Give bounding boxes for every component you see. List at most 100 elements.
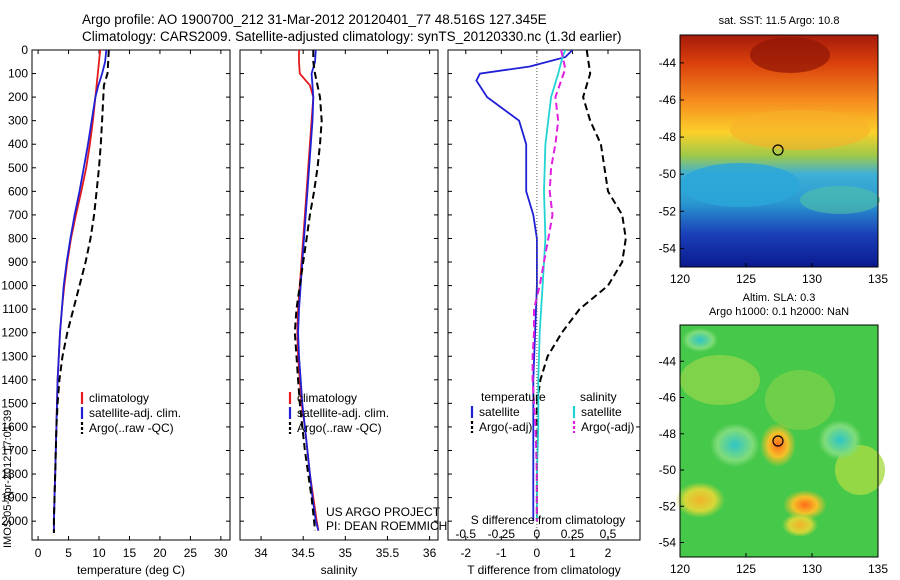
x-axis-label: T difference from climatology <box>467 563 621 577</box>
legend-label: Argo(-adj) <box>581 420 634 434</box>
imos-timestamp: IMOS 05-Apr-2012 17:01:39 <box>2 410 14 548</box>
x-tick-label: 35 <box>339 546 353 560</box>
sla-map-title: Altim. SLA: 0.3 <box>743 292 816 304</box>
x-axis-label: temperature (deg C) <box>77 563 185 577</box>
sla-map-subtitle: Argo h1000: 0.1 h2000: NaN <box>709 306 849 318</box>
x-tick-label: 20 <box>153 546 167 560</box>
y-tick-label: 900 <box>8 255 28 269</box>
legend-label: climatology <box>89 391 149 405</box>
x-tick-label: 35.5 <box>376 546 400 560</box>
title-line-2: Climatology: CARS2009. Satellite-adjuste… <box>82 29 622 44</box>
map-y-tick-label: -46 <box>659 93 677 107</box>
y-tick-label: 100 <box>8 67 28 81</box>
map-x-tick-label: 125 <box>736 272 756 286</box>
map-y-tick-label: -46 <box>659 391 677 405</box>
y-tick-label: 1700 <box>1 443 28 457</box>
x-tick-label: 5 <box>65 546 72 560</box>
y-tick-label: 1200 <box>1 326 28 340</box>
map-x-tick-label: 120 <box>670 272 690 286</box>
x-tick-label: 34.5 <box>292 546 316 560</box>
y-tick-label: 1800 <box>1 467 28 481</box>
y-tick-label: 200 <box>8 90 28 104</box>
x-tick-label: 15 <box>123 546 137 560</box>
y-tick-label: 1400 <box>1 373 28 387</box>
plot-frame <box>239 49 439 541</box>
timestamp-stamp: IMOS 05-Apr-2012 17:01:39 <box>2 410 14 548</box>
y-tick-label: 1600 <box>1 420 28 434</box>
title-line-1: Argo profile: AO 1900700_212 31-Mar-2012… <box>82 12 547 27</box>
top-x-tick-label: 0.5 <box>600 527 617 541</box>
map-y-tick-label: -44 <box>659 56 677 70</box>
top-x-tick-label: 0.25 <box>561 527 585 541</box>
y-tick-label: 700 <box>8 208 28 222</box>
legend-label: satellite-adj. clim. <box>89 406 181 420</box>
x-tick-label: 36 <box>423 546 437 560</box>
plot-frame <box>447 49 641 541</box>
y-tick-label: 0 <box>21 43 28 57</box>
sst-map-title: sat. SST: 11.5 Argo: 10.8 <box>719 15 840 27</box>
series-line-argo-raw-qc- <box>293 50 323 531</box>
y-tick-label: 1100 <box>2 302 28 316</box>
legend-label: climatology <box>297 391 357 405</box>
x-tick-label: 2 <box>605 546 612 560</box>
map-y-tick-label: -44 <box>659 354 677 368</box>
legend-title-salinity: salinity <box>580 390 617 404</box>
map-y-tick-label: -52 <box>659 499 677 513</box>
y-tick-label: 400 <box>8 137 28 151</box>
series-line-argo-adj- <box>535 50 627 522</box>
project-annotation: US ARGO PROJECT <box>326 505 441 519</box>
series-line-argo-adj- <box>531 50 567 522</box>
x-tick-label: 25 <box>184 546 198 560</box>
y-tick-label: 1000 <box>1 279 28 293</box>
map-y-tick-label: -50 <box>659 167 677 181</box>
legend-label: Argo(..raw -QC) <box>297 421 382 435</box>
legend-label: Argo(..raw -QC) <box>89 421 174 435</box>
top-x-axis-label: S difference from climatology <box>471 513 626 527</box>
series-line-satellite <box>536 50 567 522</box>
x-tick-label: 10 <box>92 546 106 560</box>
map-x-tick-label: 130 <box>802 562 822 576</box>
map-x-tick-label: 130 <box>802 272 822 286</box>
map-x-tick-label: 125 <box>736 562 756 576</box>
map-x-tick-label: 135 <box>868 272 888 286</box>
y-tick-label: 1900 <box>1 491 28 505</box>
y-tick-label: 2000 <box>1 514 28 528</box>
x-tick-label: -2 <box>460 546 471 560</box>
sla-map <box>675 324 885 558</box>
y-tick-label: 300 <box>8 114 28 128</box>
argo-location-marker <box>772 435 784 447</box>
series-line-argo-raw-qc- <box>52 50 110 533</box>
series-line-satellite-adj-clim- <box>53 50 108 533</box>
map-y-tick-label: -54 <box>659 536 677 550</box>
x-axis-label: salinity <box>321 563 358 577</box>
plot-frame <box>31 49 231 541</box>
y-tick-label: 1500 <box>1 396 28 410</box>
x-tick-label: 30 <box>214 546 228 560</box>
series-line-satellite-adj-clim- <box>297 50 320 531</box>
y-tick-label: 800 <box>8 231 28 245</box>
legend-label: Argo(-adj) <box>479 420 532 434</box>
legend-label: satellite <box>479 405 520 419</box>
map-y-tick-label: -48 <box>659 130 677 144</box>
y-tick-label: 1300 <box>1 349 28 363</box>
top-x-tick-label: -0.25 <box>488 527 516 541</box>
x-tick-label: 1 <box>569 546 576 560</box>
top-x-tick-label: 0 <box>534 527 541 541</box>
map-y-tick-label: -50 <box>659 463 677 477</box>
map-y-tick-label: -52 <box>659 204 677 218</box>
map-y-tick-label: -48 <box>659 427 677 441</box>
y-tick-label: 500 <box>8 161 28 175</box>
x-tick-label: 0 <box>534 546 541 560</box>
x-tick-label: 34 <box>254 546 268 560</box>
x-tick-label: -1 <box>496 546 507 560</box>
sst-map <box>679 34 880 268</box>
legend-title-temperature: temperature <box>481 390 546 404</box>
x-tick-label: 0 <box>35 546 42 560</box>
legend-label: satellite-adj. clim. <box>297 406 389 420</box>
map-y-tick-label: -54 <box>659 241 677 255</box>
pi-annotation: PI: DEAN ROEMMICH <box>326 519 447 533</box>
legend-label: satellite <box>581 405 622 419</box>
top-x-tick-label: -0.5 <box>455 527 476 541</box>
y-tick-label: 600 <box>8 184 28 198</box>
